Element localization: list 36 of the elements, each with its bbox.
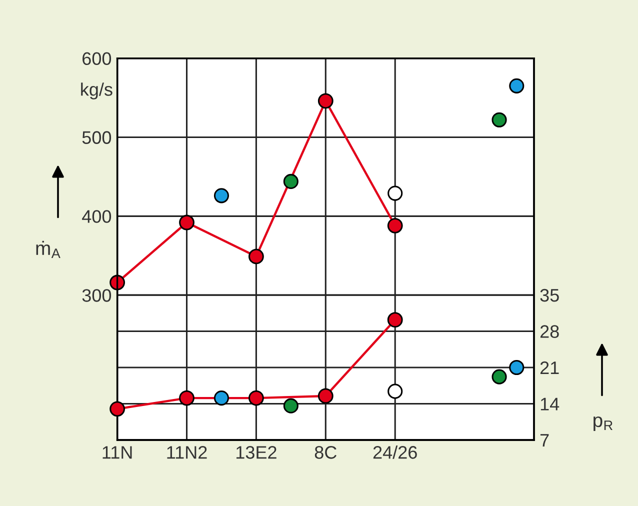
x-tick-label: 11N2 bbox=[167, 446, 207, 459]
y-tick-label: 300 bbox=[82, 289, 112, 302]
point bbox=[248, 390, 264, 406]
point bbox=[492, 112, 507, 128]
x-tick-label: 8C bbox=[314, 446, 337, 459]
y-axis-title: ṁ$_{A}$ bbox=[36, 240, 60, 258]
y2-tick-label: 7 bbox=[540, 434, 549, 447]
point bbox=[388, 186, 403, 201]
y-tick-label: 500 bbox=[82, 131, 112, 144]
x-tick-label: 24/26 bbox=[373, 446, 417, 459]
y2-axis-title: p$_{R}$ bbox=[594, 416, 612, 431]
point bbox=[509, 78, 524, 94]
text: kg/s bbox=[81, 82, 112, 100]
point bbox=[214, 390, 230, 406]
point bbox=[248, 248, 264, 264]
point bbox=[318, 93, 334, 109]
y-tick-label: 400 bbox=[82, 210, 112, 223]
point bbox=[318, 388, 334, 404]
y2-tick-label: 28 bbox=[540, 325, 559, 338]
x-tick-label: 13E2 bbox=[236, 446, 276, 459]
y2-tick-label: 35 bbox=[540, 288, 559, 302]
y2-tick-label: 14 bbox=[540, 398, 560, 410]
point bbox=[283, 174, 298, 189]
x-tick-label: 11N bbox=[102, 446, 132, 459]
point bbox=[387, 312, 403, 328]
point bbox=[283, 398, 298, 414]
point bbox=[388, 384, 403, 399]
point bbox=[179, 214, 194, 230]
point bbox=[387, 218, 403, 234]
point bbox=[214, 188, 230, 204]
y2-tick-label: 21 bbox=[540, 361, 559, 374]
y-tick-label: 600 bbox=[82, 52, 112, 66]
point bbox=[492, 369, 507, 384]
point bbox=[110, 401, 126, 417]
point bbox=[509, 360, 524, 376]
point bbox=[179, 390, 194, 406]
